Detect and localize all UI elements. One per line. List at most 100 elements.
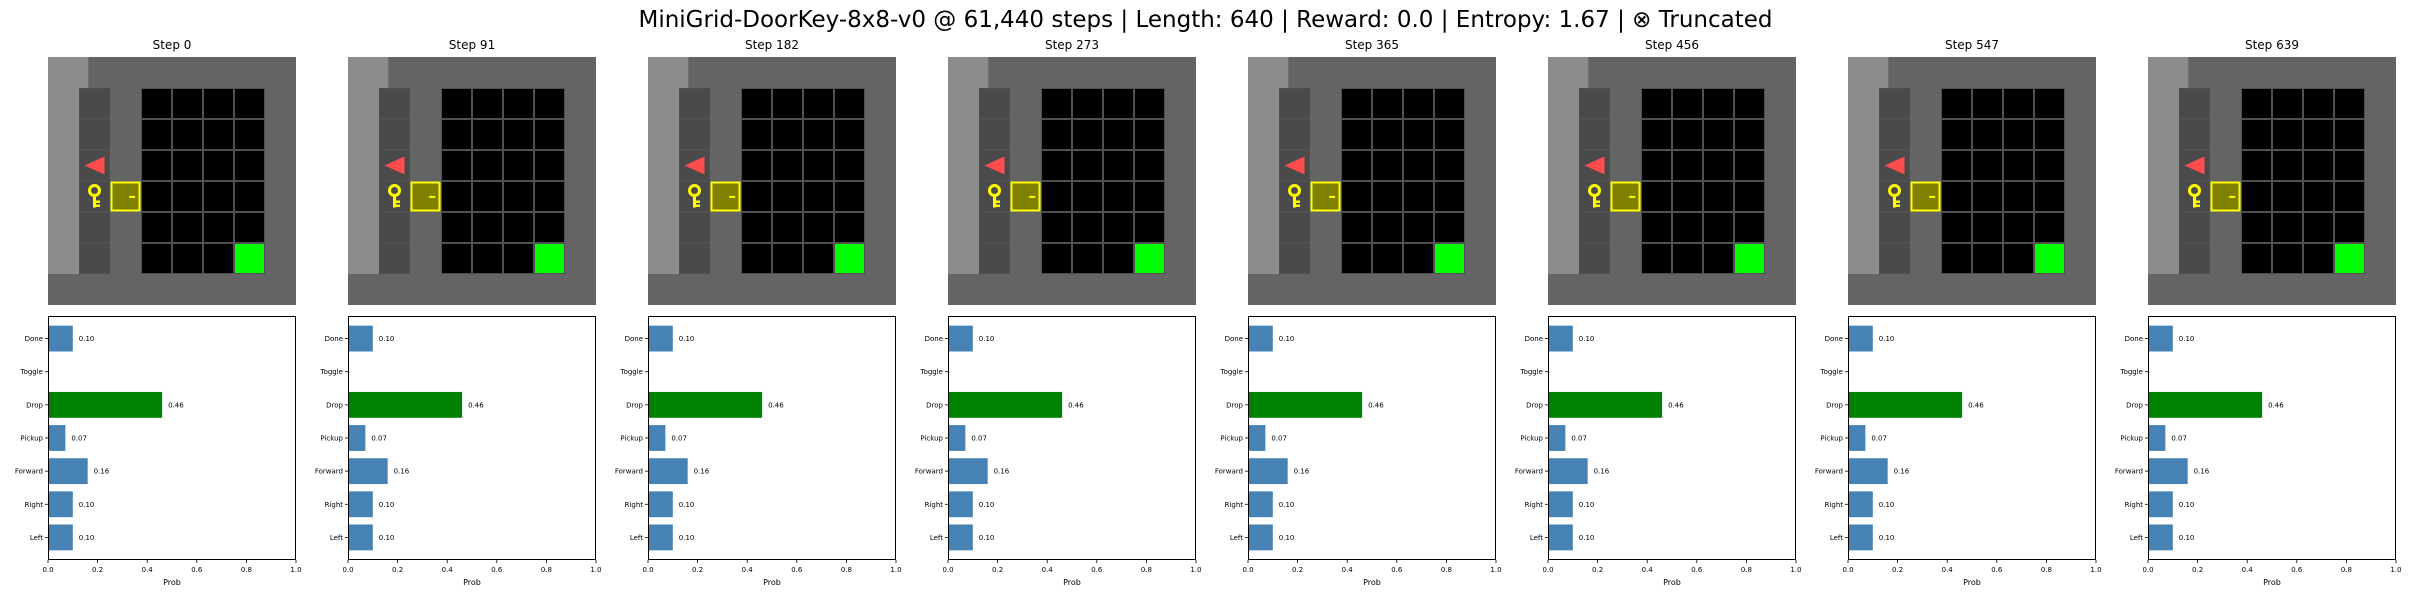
key-icon <box>688 184 701 208</box>
floor-cell <box>172 119 203 150</box>
x-tick-label: 0.2 <box>692 566 703 574</box>
value-label: 0.10 <box>2179 501 2195 509</box>
floor-cell <box>1103 88 1134 119</box>
x-tick-label: 0.4 <box>2242 566 2254 574</box>
bar-pickup <box>1248 425 1266 451</box>
floor-cell <box>1072 119 1103 150</box>
episode-panel: Step 456 Left 0.10 Right 0.10 Forward 0.16 Pick… <box>1515 0 1802 611</box>
floor-cell <box>441 88 472 119</box>
floor-cell <box>1279 243 1310 274</box>
agent-triangle-icon <box>1284 156 1305 175</box>
floor-cell <box>1434 88 1465 119</box>
x-tick-label: 0.6 <box>1391 566 1403 574</box>
value-label: 0.16 <box>394 468 410 476</box>
bar-right <box>1248 491 1273 518</box>
bar-chart-svg: Left 0.10 Right 0.10 Forward 0.16 Pickup 0.07 Dr… <box>1515 316 1802 587</box>
bar-pickup <box>2148 425 2166 451</box>
floor-cell <box>2034 150 2065 181</box>
agent-triangle-icon <box>384 156 405 175</box>
floor-cell <box>2003 212 2034 243</box>
floor-cell <box>1579 212 1610 243</box>
bar-chart-svg: Left 0.10 Right 0.10 Forward 0.16 Pickup 0.07 Dr… <box>2115 316 2402 587</box>
x-tick-label: 0.6 <box>1091 566 1103 574</box>
value-label: 0.10 <box>1879 335 1895 343</box>
floor-cell <box>1434 212 1465 243</box>
category-label: Forward <box>915 468 943 476</box>
value-label: 0.10 <box>1579 501 1595 509</box>
floor-cell <box>441 212 472 243</box>
floor-cell <box>979 243 1010 274</box>
value-label: 0.10 <box>979 501 995 509</box>
bar-left <box>2148 524 2173 551</box>
goal-square-icon <box>835 244 864 273</box>
bar-left <box>48 524 73 551</box>
floor-cell <box>772 243 803 274</box>
step-label: Step 182 <box>744 38 800 52</box>
floor-cell <box>803 181 834 212</box>
floor-cell <box>234 212 265 243</box>
x-tick-label: 0.0 <box>942 566 953 574</box>
category-label: Right <box>925 501 944 509</box>
floor-cell <box>741 243 772 274</box>
floor-cell <box>1341 88 1372 119</box>
plot-frame <box>948 316 1196 560</box>
agent-triangle-icon <box>84 156 105 175</box>
floor-cell <box>1972 88 2003 119</box>
bar-drop <box>1248 391 1363 418</box>
bar-forward <box>948 458 988 485</box>
x-tick-label: 0.6 <box>791 566 803 574</box>
episode-panel: Step 639 Left 0.10 Right 0.10 Forward 0.16 Pick… <box>2115 0 2402 611</box>
floor-cell <box>803 212 834 243</box>
bar-left <box>1848 524 1873 551</box>
floor-cell <box>503 212 534 243</box>
goal-square-icon <box>1435 244 1464 273</box>
floor-cell <box>2303 212 2334 243</box>
bar-drop <box>648 391 763 418</box>
bar-pickup <box>1548 425 1566 451</box>
floor-cell <box>2034 88 2065 119</box>
floor-cell <box>1972 212 2003 243</box>
floor-cell <box>772 181 803 212</box>
floor-cell <box>741 88 772 119</box>
category-label: Done <box>1225 335 1243 343</box>
floor-cell <box>1734 212 1765 243</box>
floor-cell <box>2003 181 2034 212</box>
x-tick-label: 0.0 <box>342 566 353 574</box>
category-label: Pickup <box>1520 435 1543 443</box>
floor-cell <box>741 212 772 243</box>
floor-cell <box>2241 88 2272 119</box>
floor-cell <box>1672 243 1703 274</box>
category-label: Forward <box>2115 468 2143 476</box>
floor-cell <box>141 150 172 181</box>
action-prob-chart: Left 0.10 Right 0.10 Forward 0.16 Pickup 0.07 Dr… <box>315 316 602 587</box>
episode-panel: Step 91 Left 0.10 Right 0.10 Forward 0.16 Picku… <box>315 0 602 611</box>
floor-cell <box>472 119 503 150</box>
value-label: 0.16 <box>1594 468 1610 476</box>
category-label: Drop <box>1826 401 1843 409</box>
bar-left <box>1548 524 1573 551</box>
floor-cell <box>534 150 565 181</box>
floor-cell <box>1972 181 2003 212</box>
x-tick-label: 0.4 <box>1342 566 1354 574</box>
category-label: Done <box>325 335 343 343</box>
floor-cell <box>472 243 503 274</box>
bar-left <box>348 524 373 551</box>
category-label: Right <box>25 501 44 509</box>
bar-right <box>648 491 673 518</box>
floor-cell <box>203 88 234 119</box>
floor-cell <box>1434 150 1465 181</box>
bar-right <box>948 491 973 518</box>
category-label: Toggle <box>319 368 343 376</box>
grid-svg <box>1248 57 1496 305</box>
floor-cell <box>141 212 172 243</box>
action-prob-chart: Left 0.10 Right 0.10 Forward 0.16 Pickup 0.07 Dr… <box>1815 316 2102 587</box>
category-label: Toggle <box>19 368 43 376</box>
floor-cell <box>2272 150 2303 181</box>
value-label: 0.10 <box>1879 534 1895 542</box>
floor-cell <box>1041 119 1072 150</box>
floor-cell <box>2241 243 2272 274</box>
bar-right <box>348 491 373 518</box>
floor-cell <box>379 212 410 243</box>
category-label: Done <box>625 335 643 343</box>
floor-cell <box>1279 119 1310 150</box>
